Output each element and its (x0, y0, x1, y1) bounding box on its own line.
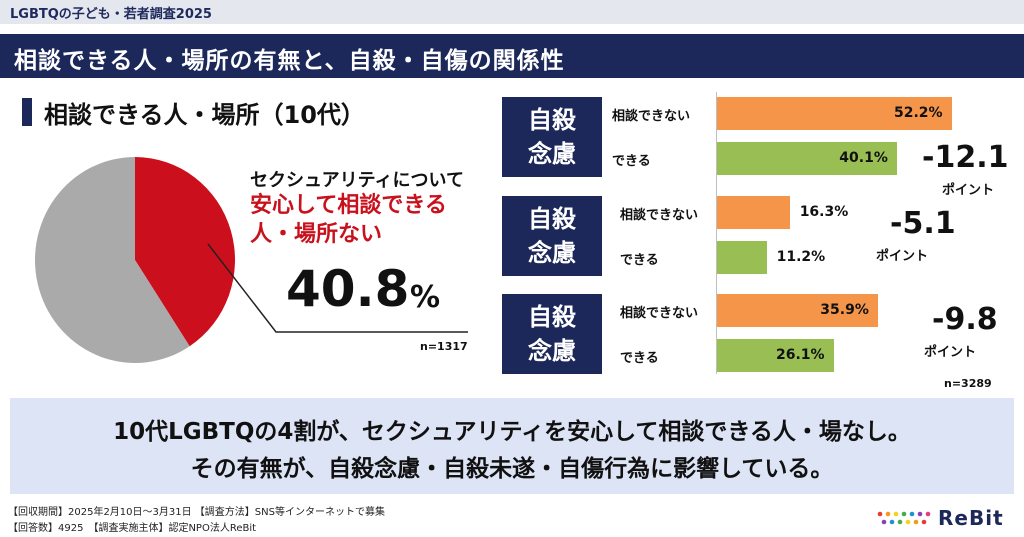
bar-value-label: 35.9% (820, 302, 869, 318)
summary-box: 10代LGBTQの4割が、セクシュアリティを安心して相談できる人・場なし。 その… (10, 398, 1014, 494)
difference-value: -12.1 (922, 140, 1009, 175)
group-label-2: 自殺念慮 (502, 196, 602, 276)
survey-header-bar: LGBTQの子ども・若者調査2025 (0, 0, 1024, 24)
summary-line-2: その有無が、自殺念慮・自殺未遂・自傷行為に影響している。 (190, 456, 834, 482)
row-label-can: できる (620, 253, 659, 268)
group-label-text: 自殺念慮 (528, 303, 576, 365)
pie-slice-rest (35, 157, 190, 363)
group-label-3: 自殺念慮 (502, 294, 602, 374)
group-label-1: 自殺念慮 (502, 97, 602, 177)
highlight-unit: % (410, 280, 441, 315)
pie-chart (35, 157, 235, 363)
bar-value-label: 52.2% (894, 105, 943, 121)
logo-dots-icon (877, 511, 931, 525)
pie-sample-size: n=1317 (420, 340, 468, 353)
bar-3-cannot (716, 294, 879, 327)
row-label-can: できる (612, 154, 651, 169)
difference-unit: ポイント (876, 249, 929, 264)
bar-axis-line (716, 92, 717, 374)
footer-line-2: 【回答数】4925 【調査実施主体】認定NPO法人ReBit (8, 523, 257, 534)
bar-value-label: 26.1% (776, 347, 825, 363)
bar-1-cannot (716, 97, 952, 130)
pie-subtitle: 相談できる人・場所（10代） (44, 101, 365, 129)
group-label-text: 自殺念慮 (528, 106, 576, 168)
difference-value: -5.1 (890, 206, 956, 241)
bar-3-can (716, 339, 834, 372)
highlight-value: 40.8 (286, 260, 410, 318)
callout-line-1: セクシュアリティについて (250, 170, 465, 191)
row-label-can: できる (620, 351, 659, 366)
summary-line-1: 10代LGBTQの4割が、セクシュアリティを安心して相談できる人・場なし。 (113, 419, 911, 445)
row-label-cannot: 相談できない (620, 208, 699, 223)
survey-title: LGBTQの子ども・若者調査2025 (10, 7, 212, 22)
heading-accent-bar (22, 98, 32, 126)
main-title: 相談できる人・場所の有無と、自殺・自傷の関係性 (14, 48, 565, 74)
bar-value-label: 40.1% (839, 150, 888, 166)
difference-value: -9.8 (932, 302, 998, 337)
bar-2-can (716, 241, 767, 274)
row-label-cannot: 相談できない (612, 109, 691, 124)
footer-line-1: 【回収期間】2025年2月10日〜3月31日 【調査方法】SNS等インターネット… (8, 507, 385, 518)
row-label-cannot: 相談できない (620, 306, 699, 321)
bar-2-cannot (716, 196, 790, 229)
callout-line-2: 安心して相談できる人・場所ない (250, 193, 447, 247)
bar-sample-size: n=3289 (944, 377, 992, 390)
bar-value-label: 16.3% (799, 204, 849, 220)
main-title-bar: 相談できる人・場所の有無と、自殺・自傷の関係性 (0, 34, 1024, 78)
bar-value-label: 11.2% (776, 249, 826, 265)
difference-unit: ポイント (942, 183, 995, 198)
group-label-text: 自殺念慮 (528, 205, 576, 267)
bar-1-can (716, 142, 898, 175)
logo-text: ReBit (938, 506, 1004, 530)
difference-unit: ポイント (924, 345, 977, 360)
rebit-logo: ReBit (876, 506, 1016, 530)
